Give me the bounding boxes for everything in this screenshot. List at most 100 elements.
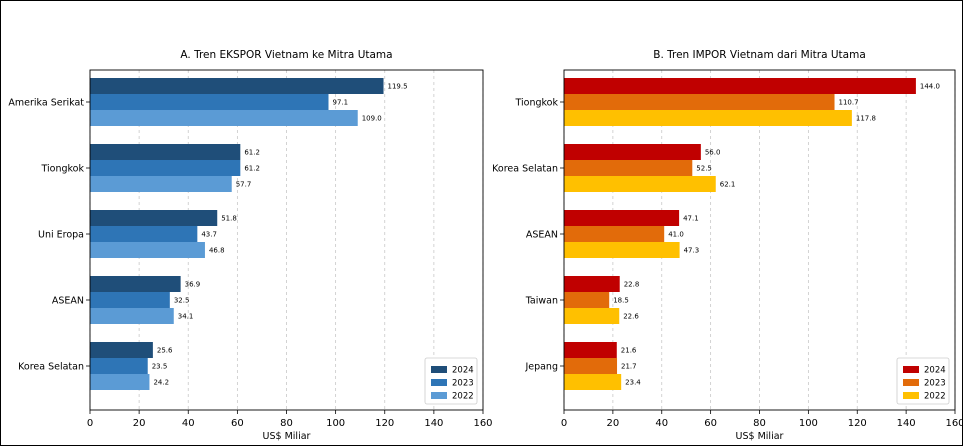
value-label: 109.0 <box>362 115 382 123</box>
bar-2023 <box>564 94 835 110</box>
chart-title-exports: A. Tren EKSPOR Vietnam ke Mitra Utama <box>180 49 392 61</box>
legend: 2024 2023 2022 <box>896 357 950 405</box>
legend-swatch-2024 <box>431 366 447 373</box>
plot-area-border <box>563 69 956 411</box>
x-tick-label: 20 <box>133 418 146 429</box>
bar-2023 <box>90 226 198 242</box>
value-label: 117.8 <box>856 115 876 123</box>
value-label: 46.8 <box>209 247 225 255</box>
x-tick-label: 40 <box>182 418 195 429</box>
bar-2024 <box>564 78 916 94</box>
category-label: Korea Selatan <box>18 362 84 373</box>
value-label: 47.3 <box>684 247 700 255</box>
category-label: Taiwan <box>525 296 558 307</box>
legend-label-2024: 2024 <box>452 366 474 376</box>
bar-2022 <box>564 242 680 258</box>
legend: 2024 2023 2022 <box>424 357 478 405</box>
value-label: 51.8 <box>221 215 237 223</box>
legend-label-2023: 2023 <box>924 379 946 389</box>
x-tick-label: 160 <box>473 418 492 429</box>
category-label: Jepang <box>524 362 558 373</box>
value-label: 34.1 <box>178 313 194 321</box>
x-tick-label: 0 <box>87 418 93 429</box>
category-label: Uni Eropa <box>38 230 84 241</box>
x-tick-label: 80 <box>280 418 293 429</box>
bar-2024 <box>564 342 617 358</box>
value-label: 22.6 <box>623 313 639 321</box>
bar-2024 <box>564 276 620 292</box>
x-tick-label: 140 <box>424 418 443 429</box>
bar-2022 <box>90 110 358 126</box>
bar-2023 <box>90 292 170 308</box>
bar-2023 <box>564 160 693 176</box>
value-label: 36.9 <box>185 281 201 289</box>
legend-label-2023: 2023 <box>452 379 474 389</box>
bar-2024 <box>90 78 384 94</box>
value-label: 47.1 <box>683 215 699 223</box>
value-label: 21.7 <box>621 363 637 371</box>
value-label: 23.4 <box>625 379 641 387</box>
value-label: 61.2 <box>244 149 260 157</box>
bar-2023 <box>90 94 329 110</box>
legend-label-2022: 2022 <box>452 392 474 402</box>
bar-2024 <box>90 144 241 160</box>
x-tick-label: 60 <box>231 418 244 429</box>
value-label: 97.1 <box>333 99 349 107</box>
x-axis-title: US$ Miliar <box>736 431 784 442</box>
panel-exports: A. Tren EKSPOR Vietnam ke Mitra Utama 0 20… <box>8 49 492 442</box>
category-label: Tiongkok <box>515 98 559 109</box>
bar-2022 <box>564 110 852 126</box>
value-label: 119.5 <box>388 83 408 91</box>
bar-2022 <box>90 308 174 324</box>
bar-2023 <box>564 292 610 308</box>
value-label: 144.0 <box>920 83 940 91</box>
value-label: 23.5 <box>152 363 168 371</box>
x-tick-label: 100 <box>799 418 818 429</box>
bar-2024 <box>90 342 153 358</box>
category-label: Tiongkok <box>41 164 85 175</box>
value-label: 61.2 <box>244 165 260 173</box>
bar-2023 <box>564 226 665 242</box>
value-label: 24.2 <box>153 379 169 387</box>
legend-swatch-2022 <box>903 392 919 399</box>
plot-area-border <box>89 69 484 411</box>
x-axis-title: US$ Miliar <box>263 431 311 442</box>
legend-label-2024: 2024 <box>924 366 946 376</box>
value-label: 62.1 <box>720 181 736 189</box>
bar-2022 <box>90 176 232 192</box>
legend-swatch-2022 <box>431 392 447 399</box>
x-tick-label: 60 <box>704 418 717 429</box>
bar-2022 <box>564 176 716 192</box>
bar-2023 <box>90 358 148 374</box>
bar-2023 <box>564 358 618 374</box>
category-label: Amerika Serikat <box>8 98 84 109</box>
bar-2023 <box>90 160 241 176</box>
chart-title-imports: B. Tren IMPOR Vietnam dari Mitra Utama <box>653 49 866 61</box>
category-label: ASEAN <box>52 296 84 307</box>
bar-2022 <box>90 242 205 258</box>
value-label: 22.8 <box>624 281 640 289</box>
category-label: ASEAN <box>526 230 558 241</box>
value-label: 32.5 <box>174 297 190 305</box>
bar-2024 <box>564 210 680 226</box>
x-tick-label: 80 <box>753 418 766 429</box>
x-tick-label: 120 <box>848 418 867 429</box>
x-tick-label: 120 <box>375 418 394 429</box>
bar-2022 <box>90 374 150 390</box>
panel-imports: B. Tren IMPOR Vietnam dari Mitra Utama 0 2… <box>492 49 963 442</box>
value-label: 43.7 <box>201 231 217 239</box>
legend-swatch-2023 <box>431 379 447 386</box>
bar-2024 <box>90 210 218 226</box>
bar-2024 <box>564 144 701 160</box>
category-label: Korea Selatan <box>492 164 558 175</box>
x-tick-label: 100 <box>326 418 345 429</box>
x-tick-label: 140 <box>897 418 916 429</box>
value-label: 56.0 <box>705 149 721 157</box>
x-tick-label: 40 <box>655 418 668 429</box>
value-label: 41.0 <box>668 231 684 239</box>
value-label: 18.5 <box>613 297 629 305</box>
legend-label-2022: 2022 <box>924 392 946 402</box>
bar-2022 <box>564 308 620 324</box>
value-label: 52.5 <box>696 165 712 173</box>
